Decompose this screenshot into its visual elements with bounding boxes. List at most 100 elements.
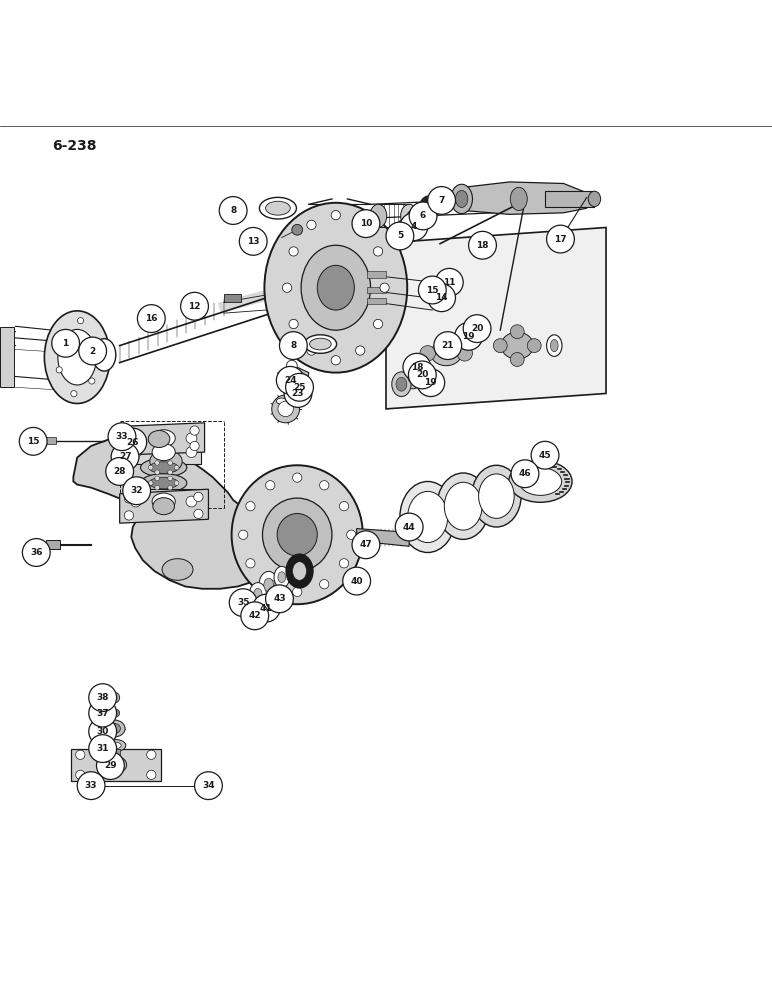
Circle shape — [119, 443, 128, 452]
Circle shape — [239, 227, 267, 255]
Bar — [46, 540, 60, 549]
Circle shape — [395, 513, 423, 541]
Bar — [367, 298, 386, 304]
Polygon shape — [71, 749, 161, 781]
Ellipse shape — [408, 370, 418, 383]
Ellipse shape — [550, 339, 558, 352]
Circle shape — [266, 585, 293, 613]
Ellipse shape — [472, 465, 521, 527]
Circle shape — [297, 373, 305, 380]
Ellipse shape — [396, 377, 407, 391]
Ellipse shape — [259, 571, 278, 598]
Text: 41: 41 — [260, 604, 273, 613]
Circle shape — [155, 461, 160, 465]
Bar — [367, 271, 386, 278]
Circle shape — [148, 481, 153, 485]
Circle shape — [356, 220, 365, 229]
Text: 28: 28 — [113, 467, 126, 476]
Polygon shape — [278, 367, 309, 390]
Ellipse shape — [162, 559, 193, 580]
Text: 30: 30 — [96, 727, 109, 736]
Text: 1: 1 — [63, 339, 69, 348]
Circle shape — [286, 373, 313, 401]
Text: 33: 33 — [116, 432, 128, 441]
Ellipse shape — [400, 224, 406, 233]
Ellipse shape — [264, 203, 407, 373]
Polygon shape — [127, 426, 201, 451]
Circle shape — [190, 426, 199, 435]
Text: 38: 38 — [96, 693, 109, 702]
Circle shape — [283, 283, 292, 292]
Text: 6-238: 6-238 — [52, 139, 97, 153]
Circle shape — [463, 315, 491, 343]
Text: 18: 18 — [411, 363, 423, 372]
Text: 7: 7 — [438, 196, 445, 205]
Polygon shape — [73, 438, 282, 589]
Circle shape — [76, 750, 85, 759]
Circle shape — [56, 367, 63, 373]
Ellipse shape — [264, 578, 273, 592]
Circle shape — [77, 772, 105, 800]
Text: 2: 2 — [90, 347, 96, 356]
Ellipse shape — [259, 197, 296, 219]
Ellipse shape — [451, 184, 472, 214]
Ellipse shape — [249, 583, 266, 606]
Circle shape — [112, 709, 120, 717]
Ellipse shape — [437, 473, 489, 539]
Circle shape — [428, 284, 455, 312]
Polygon shape — [114, 423, 205, 455]
Text: 13: 13 — [247, 237, 259, 246]
Ellipse shape — [406, 209, 425, 232]
Circle shape — [186, 496, 197, 507]
Ellipse shape — [266, 201, 290, 215]
Circle shape — [219, 197, 247, 224]
Text: 35: 35 — [237, 598, 249, 607]
Circle shape — [252, 594, 280, 622]
Ellipse shape — [404, 364, 423, 389]
Circle shape — [409, 202, 437, 230]
Circle shape — [229, 589, 257, 617]
Circle shape — [293, 587, 302, 596]
Circle shape — [531, 441, 559, 469]
Text: 37: 37 — [96, 709, 109, 718]
Polygon shape — [127, 440, 201, 464]
Text: 27: 27 — [119, 452, 131, 461]
Ellipse shape — [547, 335, 562, 356]
Circle shape — [510, 353, 524, 366]
Circle shape — [352, 531, 380, 559]
Ellipse shape — [301, 245, 371, 330]
Circle shape — [71, 391, 77, 397]
Ellipse shape — [141, 474, 187, 492]
Circle shape — [547, 225, 574, 253]
Ellipse shape — [150, 450, 182, 473]
Circle shape — [511, 460, 539, 488]
Circle shape — [195, 772, 222, 800]
Circle shape — [124, 494, 134, 503]
Text: 43: 43 — [273, 594, 286, 603]
Ellipse shape — [103, 720, 125, 737]
Bar — [367, 287, 386, 293]
Text: 20: 20 — [471, 324, 483, 333]
Text: 15: 15 — [426, 286, 438, 295]
Circle shape — [306, 346, 316, 355]
Text: 15: 15 — [27, 437, 39, 446]
Circle shape — [408, 361, 436, 389]
Ellipse shape — [107, 742, 121, 749]
Ellipse shape — [501, 332, 533, 359]
Ellipse shape — [108, 723, 120, 734]
Bar — [218, 285, 288, 313]
Bar — [111, 749, 120, 765]
Circle shape — [29, 435, 40, 446]
Circle shape — [119, 428, 147, 456]
Circle shape — [155, 476, 160, 481]
Ellipse shape — [445, 482, 482, 530]
Circle shape — [284, 380, 312, 407]
Circle shape — [527, 339, 541, 353]
Bar — [93, 783, 100, 788]
Text: 34: 34 — [202, 781, 215, 790]
Circle shape — [89, 684, 117, 712]
Circle shape — [148, 465, 153, 470]
Circle shape — [386, 222, 414, 250]
Text: 11: 11 — [443, 278, 455, 287]
Text: 36: 36 — [30, 548, 42, 557]
